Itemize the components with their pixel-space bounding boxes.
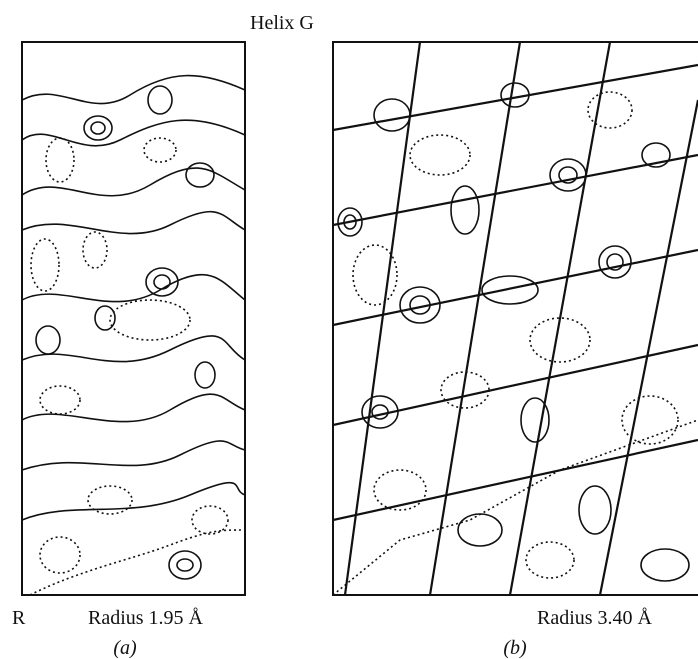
panel-label: Radius 1.95 Å	[88, 607, 204, 629]
panel-caption: (a)	[113, 637, 137, 659]
figure: Helix G	[0, 0, 698, 659]
panel-b-map	[333, 42, 698, 595]
panel-label: Radius 3.40 Å	[537, 607, 653, 629]
panel-caption: (b)	[503, 637, 527, 659]
panel-a-map	[22, 42, 245, 595]
figure-title: Helix G	[250, 12, 314, 34]
side-label: R	[12, 607, 26, 629]
